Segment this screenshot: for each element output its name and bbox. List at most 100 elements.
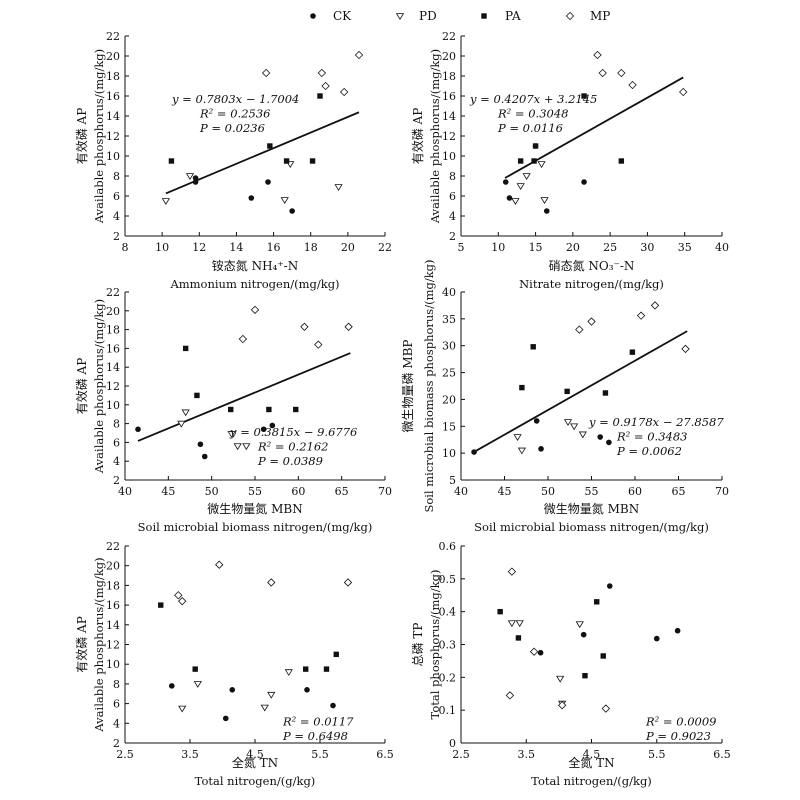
x-tick-label: 50 [205, 485, 219, 498]
series-pa [158, 602, 339, 672]
data-point-pa [192, 666, 198, 672]
x-tick-label: 4.5 [583, 748, 601, 761]
data-point-ck [169, 683, 175, 689]
data-point-pa [618, 158, 625, 164]
y-tick-label: 4 [113, 717, 120, 730]
data-point-pa [629, 349, 636, 355]
panel-1: 2 4 6 8 10 12 14 16 18 20 22 8 10 12 14 16 18 20 22 铵态氮 NH₄… [74, 30, 392, 291]
data-point-mp [174, 591, 183, 600]
data-point-pa [267, 143, 273, 149]
data-point-pa [194, 392, 200, 399]
data-point-ck [197, 441, 204, 448]
data-point-mp [575, 325, 584, 334]
x-tick-label: 3.5 [181, 748, 199, 761]
series-pa [497, 599, 606, 679]
data-point-pd [511, 198, 520, 205]
x-tick-label: 2.5 [116, 748, 134, 761]
data-point-mp [530, 647, 539, 656]
data-point-pa [283, 158, 290, 164]
y-tick-label: 10 [442, 447, 456, 460]
data-point-mp [651, 301, 660, 310]
x-tick-label: 15 [529, 241, 543, 254]
data-point-pa [182, 345, 189, 352]
x-tick-label: 22 [378, 241, 392, 254]
y-tick-label: 2 [449, 230, 456, 243]
x-axis-label-en: Ammonium nitrogen/(mg/kg) [169, 277, 339, 291]
y-tick-label: 6 [113, 698, 120, 711]
data-point-pd [570, 423, 578, 430]
data-point-mp [262, 69, 271, 77]
regression-line [137, 352, 351, 442]
data-point-ck [538, 446, 544, 452]
data-point-mp [321, 82, 330, 90]
data-point-ck [222, 715, 229, 722]
x-tick-label: 16 [267, 241, 281, 254]
y-tick-label: 20 [442, 50, 456, 63]
p-value: P = 0.0389 [257, 454, 323, 468]
data-point-pd [522, 173, 531, 180]
data-point-ck [192, 179, 199, 185]
regression-equation: y = 0.4207x + 3.2145 [469, 92, 597, 106]
y-tick-label: 18 [106, 579, 120, 592]
y-tick-label: 22 [106, 286, 120, 299]
series-pd [513, 419, 587, 455]
x-axis-label-en: Nitrate nitrogen/(mg/kg) [519, 277, 664, 291]
series-pd [508, 620, 584, 708]
series-pd [511, 161, 549, 205]
x-tick-label: 30 [640, 241, 654, 254]
y-tick-label: 8 [113, 170, 120, 183]
data-point-mp [215, 560, 224, 569]
x-axis-label-en: Total nitrogen/(g/kg) [531, 774, 652, 788]
r-squared: R² = 0.3483 [616, 430, 687, 444]
y-tick-label: 12 [442, 130, 456, 143]
data-point-pd [508, 620, 516, 627]
y-tick-label: 0.6 [439, 540, 457, 553]
legend-label-pd: PD [419, 9, 437, 23]
data-point-pd [284, 669, 293, 676]
data-point-ck [674, 627, 681, 634]
data-point-pd [516, 183, 525, 190]
legend-item-mp: MP [565, 9, 610, 23]
x-tick-label: 12 [192, 241, 206, 254]
x-axis-label-cn: 硝态氮 NO₃⁻-N [549, 258, 635, 273]
series-ck [537, 583, 681, 656]
x-tick-label: 6.5 [713, 748, 731, 761]
panel-5: 2 4 6 8 10 12 14 16 18 20 22 2.5 3.5 4.5 5.5 6.5 全氮 TN To… [74, 540, 394, 788]
y-axis-label-cn: 微生物量磷 MBP [400, 340, 415, 433]
x-tick-label: 6.5 [376, 748, 394, 761]
legend-label-ck: CK [333, 9, 352, 23]
y-tick-label: 12 [106, 130, 120, 143]
data-point-pd [260, 704, 269, 712]
x-tick-label: 18 [304, 241, 318, 254]
series-mp [593, 51, 688, 96]
data-point-pd [242, 443, 251, 450]
data-point-ck [537, 649, 544, 656]
data-point-pa [531, 158, 537, 164]
regression-equation: y = 0.9178x − 27.8587 [588, 415, 724, 429]
y-tick-label: 20 [442, 393, 456, 406]
y-tick-label: 0.2 [439, 671, 457, 684]
x-tick-label: 10 [491, 241, 505, 254]
data-point-ck [606, 439, 612, 446]
data-point-pa [594, 599, 600, 605]
y-tick-label: 30 [442, 340, 456, 353]
data-point-mp [300, 322, 309, 331]
panel-3: 2 4 6 8 10 12 14 16 18 20 22 40 45 50 55 60 65 70 微生物量氮 MB… [74, 286, 392, 534]
y-axis-label-en: Total phosphorus/(mg/kg) [428, 570, 442, 720]
y-tick-label: 2 [113, 737, 120, 750]
x-tick-label: 2.5 [452, 748, 470, 761]
x-tick-label: 70 [715, 485, 729, 498]
x-tick-label: 45 [161, 485, 175, 498]
data-point-pa [515, 635, 522, 641]
data-point-ck [229, 687, 236, 693]
y-axis-label-en: Available phosphorus/(mg/kg) [92, 299, 106, 474]
data-point-pa [303, 666, 309, 672]
y-tick-label: 22 [442, 30, 456, 43]
y-axis-label-cn: 有效磷 AP [74, 358, 89, 415]
r-squared: R² = 0.0009 [645, 715, 716, 729]
data-point-mp [317, 69, 326, 77]
